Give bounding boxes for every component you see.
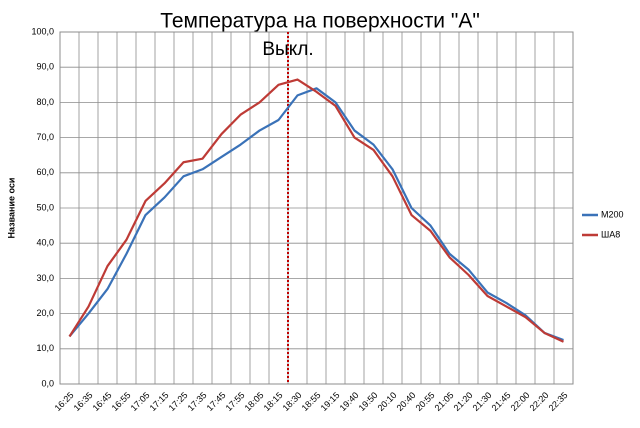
x-tick-label: 17:55 bbox=[224, 390, 247, 413]
y-tick-label: 20,0 bbox=[36, 308, 54, 318]
x-tick-label: 16:45 bbox=[91, 390, 114, 413]
x-tick-label: 16:35 bbox=[72, 390, 95, 413]
x-tick-label: 21:45 bbox=[490, 390, 513, 413]
y-tick-label: 100,0 bbox=[31, 26, 54, 36]
y-tick-label: 10,0 bbox=[36, 343, 54, 353]
x-tick-label: 19:50 bbox=[357, 390, 380, 413]
x-tick-label: 18:05 bbox=[243, 390, 266, 413]
series-line bbox=[68, 78, 564, 343]
x-tick-label: 18:55 bbox=[300, 390, 323, 413]
legend-label: ША8 bbox=[601, 229, 620, 239]
annotation: Выкл. bbox=[262, 39, 313, 60]
x-tick-label: 21:05 bbox=[433, 390, 456, 413]
y-tick-label: 70,0 bbox=[36, 132, 54, 142]
x-tick-label: 17:45 bbox=[205, 390, 228, 413]
y-tick-label: 50,0 bbox=[36, 202, 54, 212]
x-tick-label: 18:15 bbox=[262, 390, 285, 413]
x-tick-label: 19:40 bbox=[338, 390, 361, 413]
x-tick-label: 16:55 bbox=[110, 390, 133, 413]
x-tick-label: 20:55 bbox=[414, 390, 437, 413]
plot-frame bbox=[59, 31, 574, 385]
x-tick-label: 22:35 bbox=[547, 390, 570, 413]
y-tick-label: 40,0 bbox=[36, 238, 54, 248]
legend-label: M200 bbox=[601, 209, 624, 219]
x-tick-label: 22:00 bbox=[509, 390, 532, 413]
y-tick-label: 60,0 bbox=[36, 167, 54, 177]
y-axis-label: Название оси bbox=[6, 178, 16, 239]
x-tick-label: 16:25 bbox=[53, 390, 76, 413]
x-tick-label: 21:30 bbox=[471, 390, 494, 413]
x-tick-label: 17:35 bbox=[186, 390, 209, 413]
y-tick-label: 90,0 bbox=[36, 62, 54, 72]
y-tick-label: 0,0 bbox=[41, 378, 54, 388]
chart-title: Температура на поверхности "А" bbox=[160, 10, 480, 33]
y-tick-label: 30,0 bbox=[36, 273, 54, 283]
x-tick-label: 17:25 bbox=[167, 390, 190, 413]
x-tick-label: 22:20 bbox=[528, 390, 551, 413]
y-tick-label: 80,0 bbox=[36, 97, 54, 107]
x-tick-label: 20:40 bbox=[395, 390, 418, 413]
x-tick-label: 17:05 bbox=[129, 390, 152, 413]
x-tick-label: 20:10 bbox=[376, 390, 399, 413]
x-tick-label: 19:15 bbox=[319, 390, 342, 413]
x-tick-label: 18:30 bbox=[281, 390, 304, 413]
series-line bbox=[68, 87, 564, 342]
x-tick-label: 17:15 bbox=[148, 390, 171, 413]
x-tick-label: 21:20 bbox=[452, 390, 475, 413]
